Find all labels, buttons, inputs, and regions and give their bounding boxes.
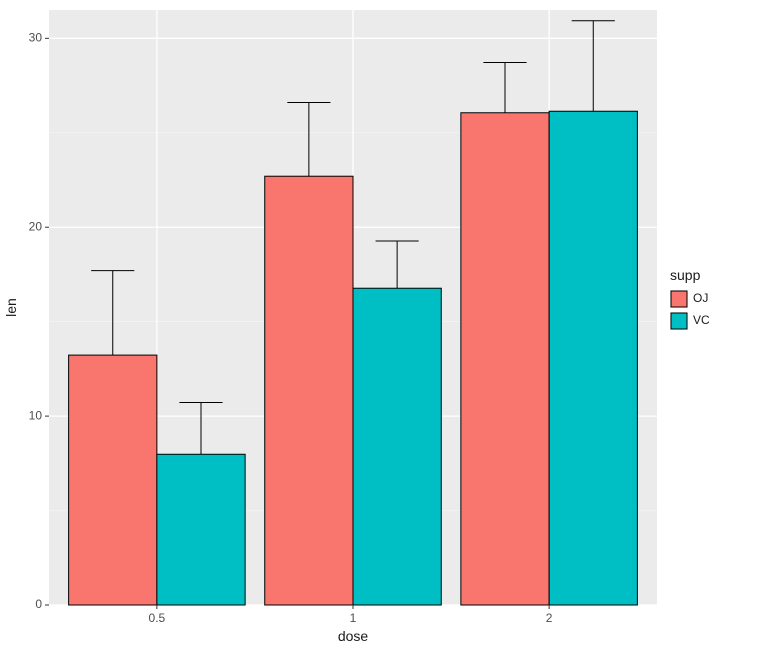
bar-OJ-0.5 (69, 355, 157, 605)
bar-VC-1 (353, 288, 441, 605)
x-tick-label: 1 (350, 611, 357, 625)
bar-OJ-1 (265, 176, 353, 605)
bar-VC-0.5 (157, 454, 245, 605)
legend-label: OJ (693, 291, 708, 305)
y-tick-label: 20 (29, 219, 43, 233)
y-axis-title: len (3, 298, 19, 317)
chart-svg: 0 10 20 30 0.5 1 2 len dose supp OJ VC (0, 0, 763, 660)
y-tick-label: 10 (29, 408, 43, 422)
y-tick-label: 30 (29, 31, 43, 45)
legend-swatch-VC (671, 313, 687, 329)
legend-label: VC (693, 313, 710, 327)
legend-swatch-OJ (671, 291, 687, 307)
x-tick-label: 2 (546, 611, 553, 625)
x-axis-title: dose (338, 628, 369, 644)
bar-OJ-2 (461, 113, 549, 605)
bar-VC-2 (549, 111, 637, 605)
x-tick-label: 0.5 (149, 611, 166, 625)
figure: 0 10 20 30 0.5 1 2 len dose supp OJ VC (0, 0, 763, 660)
y-tick-label: 0 (35, 597, 42, 611)
legend-title: supp (670, 267, 701, 283)
